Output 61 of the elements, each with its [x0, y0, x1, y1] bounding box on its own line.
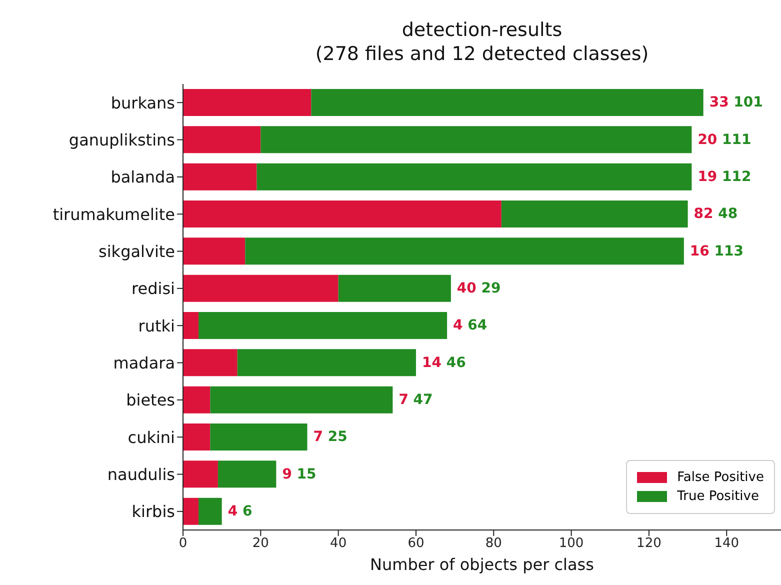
- y-tick-label: balanda: [110, 168, 175, 187]
- bar: [183, 163, 257, 190]
- bar: [260, 126, 692, 154]
- y-tick-label: sikgalvite: [98, 242, 175, 261]
- x-tick-label: 0: [178, 536, 188, 552]
- bar: [198, 498, 222, 525]
- x-tick-label: 80: [485, 536, 502, 552]
- annotation: 4 6: [228, 503, 252, 520]
- y-tick-label: ganuplikstins: [68, 130, 175, 150]
- x-tick-label: 20: [252, 536, 269, 552]
- bar: [183, 200, 502, 228]
- annotation: 4 64: [453, 318, 488, 334]
- bar: [183, 498, 199, 525]
- y-tick-label: kirbis: [132, 502, 175, 522]
- annotation: 40 29: [456, 280, 501, 296]
- bar: [218, 460, 276, 488]
- bar: [183, 274, 338, 302]
- bar: [183, 126, 261, 154]
- y-tick-label: naudulis: [107, 464, 175, 484]
- y-tick-label: cukini: [128, 428, 175, 447]
- x-tick-label: 140: [714, 536, 740, 552]
- bar: [183, 460, 218, 488]
- x-tick-label: 100: [558, 536, 584, 552]
- legend-label: False Positive: [677, 470, 764, 485]
- y-tick-label: bietes: [126, 390, 175, 410]
- x-tick-label: 60: [408, 536, 424, 552]
- annotation: 33 101: [709, 94, 763, 111]
- annotation: 9 15: [282, 466, 316, 482]
- y-tick-label: redisi: [132, 279, 175, 298]
- bar: [501, 200, 688, 228]
- chart-subtitle: (278 files and 12 detected classes): [314, 42, 650, 66]
- bar: [245, 238, 684, 265]
- annotation: 7 47: [398, 392, 433, 408]
- bar: [311, 89, 704, 116]
- annotation: 82 48: [694, 206, 738, 222]
- annotation: 14 46: [422, 354, 466, 371]
- bar: [338, 274, 451, 302]
- bar: [237, 349, 416, 376]
- bar: [183, 349, 238, 376]
- bar: [183, 386, 210, 414]
- annotation: 16 113: [690, 243, 744, 260]
- bar: [183, 89, 312, 116]
- y-tick-label: tirumakumelite: [52, 204, 175, 224]
- y-tick-label: madara: [113, 353, 175, 372]
- x-tick-label: 120: [636, 536, 662, 552]
- bar: [183, 312, 199, 339]
- bar: [210, 386, 393, 414]
- x-axis-title: Number of objects per class: [370, 555, 594, 574]
- x-tick-label: 40: [330, 536, 347, 552]
- bar: [183, 238, 246, 265]
- bar: [210, 424, 308, 450]
- bar: [183, 424, 210, 450]
- bar: [198, 312, 448, 339]
- annotation: 20 111: [698, 132, 752, 148]
- annotation: 19 112: [698, 168, 752, 185]
- y-tick-label: rutki: [138, 316, 175, 336]
- legend-label: True Positive: [677, 489, 759, 504]
- annotation: 7 25: [313, 429, 348, 446]
- y-tick-label: burkans: [110, 93, 175, 112]
- chart-title: detection-results: [400, 18, 564, 42]
- bar: [256, 163, 692, 190]
